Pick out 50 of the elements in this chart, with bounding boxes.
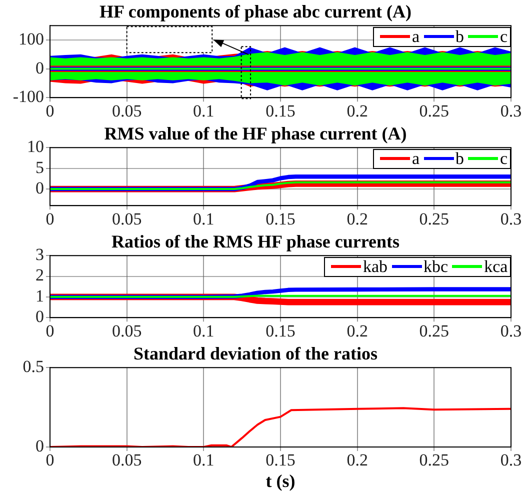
- legend-label: c: [500, 26, 508, 46]
- x-tick-label: 0.05: [112, 101, 142, 120]
- x-tick-label: 0.05: [112, 209, 142, 228]
- y-tick-label: 0: [36, 436, 44, 456]
- x-tick-label: 0.15: [266, 321, 296, 340]
- x-tick-label: 0.2: [346, 101, 368, 120]
- x-tick-label: 0.3: [500, 209, 522, 228]
- x-tick-label: 0.25: [419, 321, 450, 340]
- chart-title: HF components of phase abc current (A): [100, 1, 412, 22]
- x-tick-label: 0.15: [266, 209, 296, 228]
- chart-title: Standard deviation of the ratios: [133, 343, 378, 364]
- y-tick-label: 0: [36, 58, 44, 78]
- legend-label: b: [456, 148, 464, 168]
- legend-label: c: [500, 148, 508, 168]
- y-tick-label: 3: [36, 245, 44, 264]
- y-tick-label: 0: [36, 307, 44, 326]
- x-tick-label: 0.3: [500, 101, 522, 120]
- x-tick-label: 0.2: [346, 321, 368, 340]
- x-tick-label: 0.3: [500, 450, 522, 470]
- y-tick-label: 0.5: [22, 357, 44, 376]
- legend-label: a: [412, 148, 420, 168]
- x-tick-label: 0.05: [112, 321, 142, 340]
- x-tick-label: 0.3: [500, 321, 522, 340]
- x-tick-label: 0.25: [419, 101, 450, 120]
- x-tick-label: 0.25: [419, 450, 450, 470]
- y-tick-label: 5: [36, 158, 44, 177]
- legend-label: a: [412, 26, 420, 46]
- y-tick-label: -100: [12, 87, 44, 106]
- y-tick-label: 0: [36, 178, 44, 198]
- y-tick-label: 100: [18, 29, 44, 48]
- x-tick-label: 0.1: [193, 101, 214, 120]
- y-tick-label: 1: [36, 286, 44, 306]
- legend-label: kab: [363, 256, 388, 276]
- legend-label: b: [456, 26, 464, 46]
- x-tick-label: 0.1: [193, 450, 214, 470]
- x-tick-label: 0.15: [266, 101, 296, 120]
- legend-label: kbc: [424, 256, 448, 276]
- x-tick-label: 0.2: [346, 450, 368, 470]
- x-tick-label: 0.1: [193, 321, 214, 340]
- x-axis-title: t (s): [266, 470, 296, 491]
- chart-title: RMS value of the HF phase current (A): [104, 123, 407, 144]
- chart-title: Ratios of the RMS HF phase currents: [112, 231, 400, 252]
- legend-label: kca: [484, 256, 508, 276]
- y-tick-label: 10: [27, 137, 44, 156]
- x-tick-label: 0.05: [112, 450, 142, 470]
- y-tick-label: 2: [36, 266, 44, 285]
- x-tick-label: 0.2: [346, 209, 368, 228]
- x-tick-label: 0.1: [193, 209, 214, 228]
- x-tick-label: 0.15: [266, 450, 296, 470]
- x-tick-label: 0.25: [419, 209, 450, 228]
